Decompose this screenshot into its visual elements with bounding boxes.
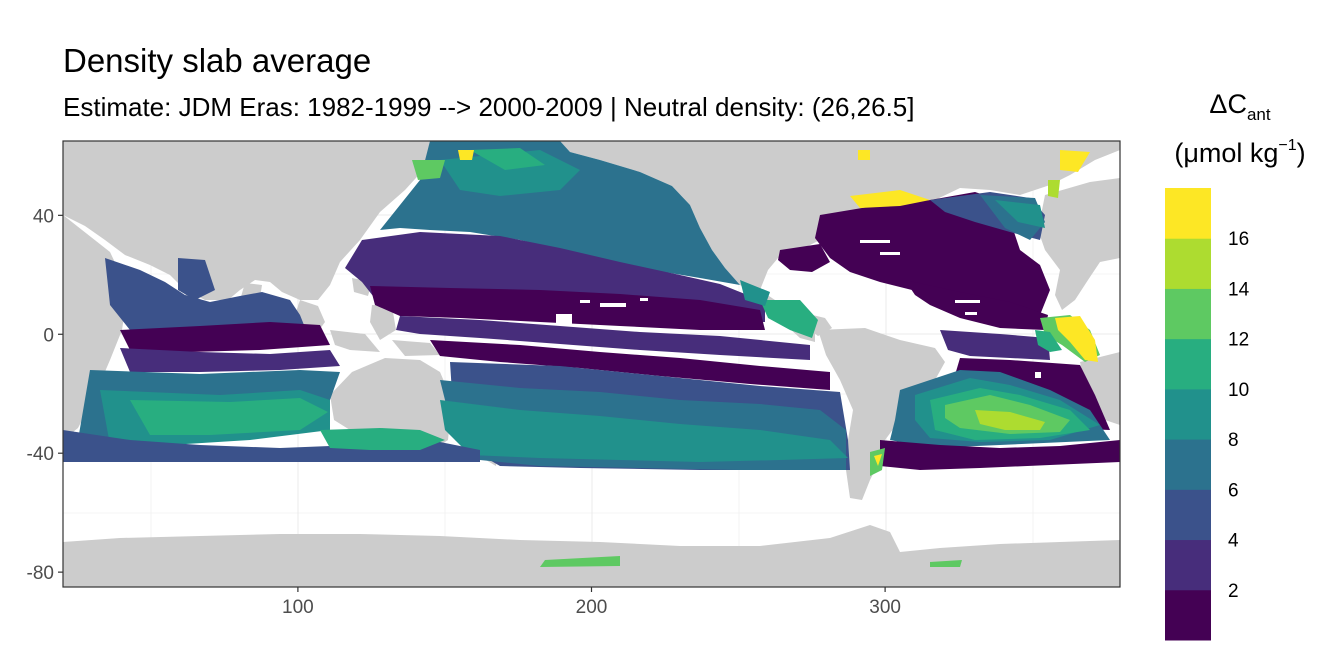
y-tick-label: -80 bbox=[27, 563, 54, 584]
land bbox=[63, 141, 1120, 587]
legend-ticks: 2 4 6 8 10 12 14 16 bbox=[1228, 229, 1250, 602]
ocean-field bbox=[63, 141, 1120, 567]
legend-color-bin bbox=[1165, 388, 1211, 440]
legend-tick-label: 8 bbox=[1228, 430, 1239, 451]
x-axis: 100 200 300 bbox=[282, 587, 901, 618]
legend: ΔCant (μmol kg−1) 2 4 6 8 10 12 14 16 bbox=[1165, 89, 1306, 641]
y-tick-label: 0 bbox=[43, 325, 54, 346]
legend-tick-label: 16 bbox=[1228, 229, 1249, 250]
x-tick-label: 200 bbox=[576, 597, 608, 618]
legend-tick-label: 2 bbox=[1228, 581, 1239, 602]
legend-color-bin bbox=[1165, 238, 1211, 289]
legend-title: ΔCant bbox=[1209, 89, 1270, 124]
x-tick-label: 300 bbox=[869, 597, 901, 618]
legend-tick-label: 4 bbox=[1228, 531, 1239, 552]
legend-unit: (μmol kg−1) bbox=[1174, 137, 1305, 168]
legend-color-bin bbox=[1165, 489, 1211, 541]
y-tick-label: 40 bbox=[33, 206, 54, 227]
legend-color-bin bbox=[1165, 338, 1211, 390]
legend-tick-label: 12 bbox=[1228, 330, 1249, 351]
chart-title: Density slab average bbox=[63, 42, 372, 79]
legend-tick-label: 6 bbox=[1228, 480, 1239, 501]
y-tick-label: -40 bbox=[27, 444, 54, 465]
legend-color-bin bbox=[1165, 439, 1211, 490]
legend-color-bin bbox=[1165, 288, 1211, 340]
legend-colorbar bbox=[1165, 188, 1211, 641]
legend-tick-label: 10 bbox=[1228, 380, 1249, 401]
y-axis: 40 0 -40 -80 bbox=[27, 206, 63, 584]
chart-subtitle: Estimate: JDM Eras: 1982-1999 --> 2000-2… bbox=[63, 92, 915, 122]
legend-color-bin bbox=[1165, 188, 1211, 239]
legend-color-bin bbox=[1165, 539, 1211, 591]
legend-color-bin bbox=[1165, 589, 1211, 641]
x-tick-label: 100 bbox=[282, 597, 314, 618]
legend-tick-label: 14 bbox=[1228, 279, 1250, 300]
no-data-specks bbox=[556, 240, 1041, 378]
